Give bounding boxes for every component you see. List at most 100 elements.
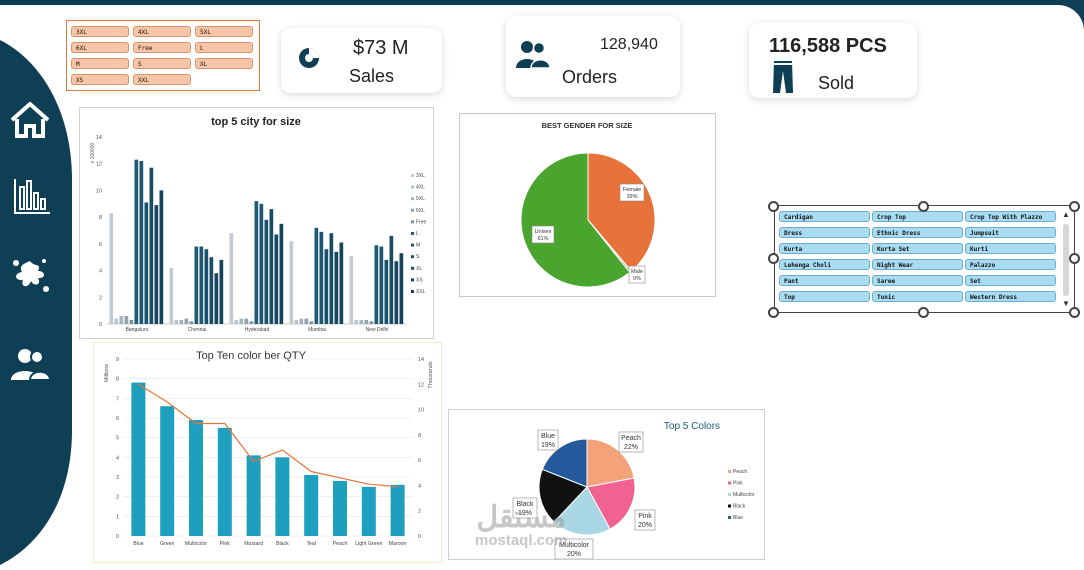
- y-tick-label: 4: [116, 455, 119, 461]
- bar: [384, 259, 389, 324]
- size-slicer-item[interactable]: XS: [71, 74, 129, 85]
- bar: [109, 213, 114, 324]
- data-label-value: 22%: [624, 444, 638, 451]
- size-slicer-item[interactable]: L: [195, 42, 253, 53]
- product-slicer-item[interactable]: Kurta: [779, 243, 870, 254]
- bar: [189, 419, 203, 536]
- size-slicer-item[interactable]: XL: [195, 58, 253, 69]
- bar: [194, 246, 199, 324]
- product-slicer-item[interactable]: Ethnic Dress: [872, 227, 963, 238]
- product-slicer-item[interactable]: Pant: [779, 275, 870, 286]
- resize-handle[interactable]: [1069, 253, 1080, 264]
- product-slicer-item[interactable]: Top: [779, 291, 870, 302]
- bar: [134, 159, 139, 324]
- size-slicer-item[interactable]: 5XL: [195, 26, 253, 37]
- scroll-down-icon[interactable]: ▼: [1062, 299, 1070, 308]
- legend-swatch: [728, 504, 731, 508]
- product-slicer-item[interactable]: Dress: [779, 227, 870, 238]
- product-slicer-item[interactable]: Night Wear: [872, 259, 963, 270]
- sold-label: Sold: [818, 73, 855, 93]
- y-tick-label: 0: [99, 322, 102, 328]
- y2-tick-label: 6: [418, 458, 421, 464]
- x-tick-label: Chennai: [188, 327, 207, 333]
- size-slicer-item[interactable]: XXL: [133, 74, 191, 85]
- legend-label: 5XL: [416, 196, 425, 202]
- city-size-chart-panel: top 5 city for size x 100000 0 2 4 6 8 10 12 14 Ba…: [79, 107, 434, 339]
- bar: [229, 233, 234, 324]
- x-tick-label: Blue: [133, 541, 143, 547]
- bar: [119, 315, 124, 324]
- product-slicer-item[interactable]: Cardigan: [779, 211, 870, 222]
- y-axis-label: x 100000: [90, 142, 96, 163]
- product-slicer-item[interactable]: Tunic: [872, 291, 963, 302]
- resize-handle[interactable]: [768, 307, 779, 318]
- bar: [304, 475, 319, 536]
- product-slicer-item[interactable]: Kurta Set: [872, 243, 963, 254]
- data-label-name: Multicolor: [559, 542, 590, 549]
- resize-handle[interactable]: [768, 253, 779, 264]
- resize-handle[interactable]: [918, 201, 929, 212]
- y2-tick-label: 10: [418, 408, 424, 414]
- x-tick-label: Maroon: [389, 541, 407, 547]
- resize-handle[interactable]: [1069, 201, 1080, 212]
- nav-users-button[interactable]: [8, 342, 52, 386]
- product-slicer-item[interactable]: Set: [965, 275, 1056, 286]
- resize-handle[interactable]: [1069, 307, 1080, 318]
- x-tick-label: Black: [276, 541, 289, 547]
- y-tick-label: 12: [96, 162, 102, 168]
- scroll-up-icon[interactable]: ▲: [1062, 210, 1070, 219]
- legend-label: XXL: [416, 289, 426, 295]
- size-slicer-item[interactable]: 3XL: [71, 26, 129, 37]
- legend-label: S: [416, 254, 420, 260]
- nav-home-button[interactable]: [8, 98, 52, 142]
- product-slicer-item[interactable]: Lehenga Choli: [779, 259, 870, 270]
- product-slicer-item[interactable]: Kurti: [965, 243, 1056, 254]
- size-slicer-item[interactable]: M: [71, 58, 129, 69]
- product-slicer-item[interactable]: Palazzo: [965, 259, 1056, 270]
- data-label-value: 20%: [567, 551, 581, 558]
- y-axis-label: Millions: [104, 364, 110, 383]
- product-slicer-item[interactable]: Crop Top: [872, 211, 963, 222]
- legend-swatch: [728, 516, 731, 519]
- product-slicer-item[interactable]: Crop Top With Plazzo: [965, 211, 1056, 222]
- bar: [154, 205, 159, 324]
- bar: [174, 319, 179, 324]
- legend-label: Black: [733, 504, 746, 510]
- size-slicer-item[interactable]: Free: [133, 42, 191, 53]
- scroll-thumb[interactable]: [1063, 224, 1069, 296]
- nav-charts-button[interactable]: [8, 173, 52, 217]
- chart-title: Top 5 Colors: [664, 421, 720, 432]
- x-tick-label: Light Green: [355, 541, 382, 547]
- product-slicer-item[interactable]: Western Dress: [965, 291, 1056, 302]
- top-ten-color-chart: Top Ten color ber QTY Millions Thousands 0 1…: [104, 350, 434, 547]
- resize-handle[interactable]: [918, 307, 929, 318]
- bar: [189, 321, 194, 324]
- legend-label: XL: [416, 266, 422, 272]
- slicer-scrollbar[interactable]: ▲ ▼: [1060, 210, 1072, 310]
- data-label-name: Blue: [541, 433, 555, 440]
- x-tick-label: Multicolor: [185, 541, 207, 547]
- bar: [274, 234, 279, 324]
- size-slicer-item[interactable]: S: [133, 58, 191, 69]
- nav-splash-button[interactable]: [8, 253, 52, 297]
- product-slicer-item[interactable]: Saree: [872, 275, 963, 286]
- top-five-colors-pie-panel: Top 5 Colors Peach 22% Pink 20% Multicolor 20%…: [448, 409, 765, 560]
- legend-label: M: [416, 243, 420, 249]
- orders-label: Orders: [562, 67, 618, 87]
- bar: [209, 257, 214, 324]
- pie-slice: [587, 152, 656, 272]
- bar: [339, 242, 344, 324]
- watermark-latin: mostaql.com: [475, 532, 568, 549]
- legend-swatch: [411, 243, 414, 247]
- size-slicer-item[interactable]: 6XL: [71, 42, 129, 53]
- legend-label: 4XL: [416, 185, 425, 191]
- legend-label: XS: [416, 277, 423, 283]
- bar: [254, 201, 259, 324]
- product-slicer-item[interactable]: Jumpsuit: [965, 227, 1056, 238]
- size-slicer-item[interactable]: 4XL: [133, 26, 191, 37]
- resize-handle[interactable]: [768, 201, 779, 212]
- data-label-name: Female: [623, 187, 641, 193]
- legend-label: 6XL: [416, 208, 425, 214]
- orders-kpi-card: 128,940 Orders: [506, 16, 680, 97]
